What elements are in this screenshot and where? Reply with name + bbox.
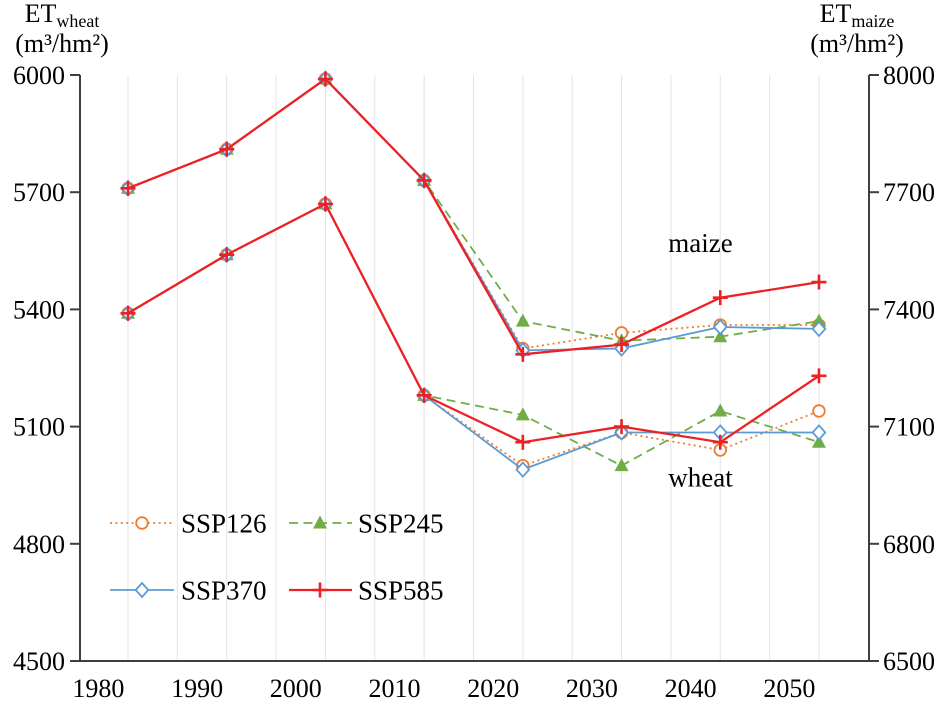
marker-SSP245-wheat [811,434,826,448]
legend-label: SSP245 [358,509,444,539]
marker-SSP585-maize [614,337,630,353]
legend-item-SSP370: SSP370 [110,576,267,606]
legend-marker-SSP126 [135,516,149,530]
marker-SSP585-maize [712,290,728,306]
legend-item-SSP245: SSP245 [289,509,444,539]
left-axis-title: ETwheat(m³/hm²) [15,0,109,58]
marker-SSP370-maize [811,320,827,338]
x-axis-tick-label: 1990 [171,674,223,703]
legend-label: SSP370 [181,576,267,606]
marker-SSP245-maize [713,329,728,343]
right-axis-tick-label: 8000 [883,61,935,90]
annotation-maize: maize [668,228,732,258]
x-axis-tick-label: 1980 [72,674,124,703]
marker-SSP585-maize [416,172,432,188]
marker-SSP585-wheat [712,434,728,450]
marker-SSP245-wheat [614,458,629,472]
marker-SSP585-maize [317,71,333,87]
x-axis-tick-label: 2030 [566,674,618,703]
legend-label: SSP585 [358,576,444,606]
left-axis-tick-label: 5400 [13,295,65,324]
annotation-wheat: wheat [668,462,733,492]
marker-SSP585-wheat [416,387,432,403]
series-line-SSP126-maize [127,77,819,350]
right-axis-tick-label: 7100 [883,413,935,442]
legend: SSP126 SSP245 SSP370 SSP585 [110,509,444,606]
left-axis-title-unit: (m³/hm²) [15,29,109,58]
legend-item-SSP126: SSP126 [110,509,267,539]
marker-SSP585-wheat [811,368,827,384]
marker-SSP585-wheat [515,434,531,450]
marker-SSP585-maize [515,346,531,362]
left-axis-tick-label: 5100 [13,413,65,442]
legend-label: SSP126 [181,509,267,539]
x-axis-tick-label: 2040 [665,674,717,703]
marker-SSP126-wheat [812,404,826,418]
series-line-SSP585-wheat [127,202,820,444]
right-axis-title: ETmaize(m³/hm²) [810,0,904,58]
marker-SSP585-maize [120,180,136,196]
series-line-SSP245-maize [127,77,820,342]
right-axis-tick-label: 7400 [883,295,935,324]
marker-SSP245-wheat [713,403,728,417]
right-axis-tick-label: 6500 [883,647,935,676]
left-axis-tick-label: 6000 [13,61,65,90]
x-axis-tick-label: 2010 [369,674,421,703]
legend-item-SSP585: SSP585 [289,576,444,606]
marker-SSP370-maize [712,318,728,336]
legend-marker-SSP585 [312,582,328,598]
left-axis-tick-label: 4500 [13,647,65,676]
legend-marker-SSP370 [134,581,150,599]
marker-SSP245-maize [811,313,826,327]
marker-SSP585-maize [811,274,827,290]
legend-marker-SSP245 [313,515,327,529]
marker-SSP585-wheat [120,305,136,321]
marker-SSP370-wheat [811,424,827,441]
series-SSP585 [120,71,827,450]
left-axis-tick-label: 5700 [13,178,65,207]
marker-SSP585-wheat [317,196,333,212]
marker-SSP245-wheat [515,407,530,421]
right-axis-title-line1: ETmaize [820,0,895,31]
marker-SSP370-wheat [515,461,531,478]
right-axis-tick-label: 7700 [883,178,935,207]
series-line-SSP585-maize [127,77,820,356]
x-axis-tick-label: 2000 [270,674,322,703]
left-axis-tick-label: 4800 [13,530,65,559]
marker-SSP585-wheat [614,419,630,435]
marker-SSP585-wheat [219,247,235,263]
left-axis-title-line1: ETwheat [25,0,100,31]
marker-SSP245-maize [515,313,530,327]
axes: 6000 5700 5400 5100 4800 4500 8000 7700 7400 7100… [13,61,935,703]
x-axis-tick-label: 2050 [763,674,815,703]
x-axis-tick-label: 2020 [467,674,519,703]
gridlines [127,75,820,661]
right-axis-title-unit: (m³/hm²) [810,29,904,58]
marker-SSP585-maize [219,141,235,157]
right-axis-tick-label: 6800 [883,530,935,559]
